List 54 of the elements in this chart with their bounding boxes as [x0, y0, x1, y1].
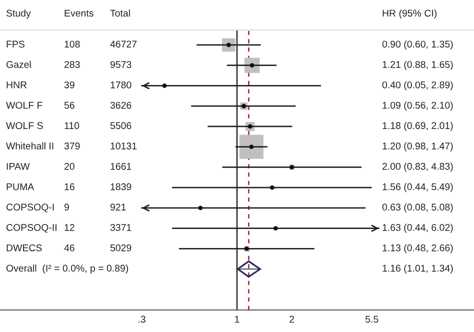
annotation: 1661	[110, 162, 132, 170]
annotation: 108	[64, 40, 80, 48]
annotation: 46727	[110, 40, 137, 48]
annotation: 9573	[110, 61, 132, 68]
annotation: 3371	[110, 224, 132, 231]
x-tick-label: .3	[138, 316, 146, 323]
annotation: 56	[64, 102, 74, 109]
text: Study	[6, 9, 31, 19]
annotation: 1780	[110, 81, 132, 88]
annotation: 1.16 (1.01, 1.34)	[382, 264, 453, 274]
y-tick-label: IPAW	[6, 163, 30, 170]
annotation: 379	[64, 142, 80, 150]
x-tick-label: 5.5	[366, 316, 378, 323]
annotation: 1.21 (0.88, 1.65)	[382, 60, 453, 70]
y-tick-label: Whitehall II	[6, 142, 54, 150]
y-tick-label: COPSOQ-I	[6, 204, 54, 212]
y-tick-label: Gazel	[6, 60, 31, 68]
annotation: 5506	[110, 122, 132, 130]
text: HR (95% CI)	[382, 9, 436, 19]
annotation: 3626	[110, 102, 132, 109]
y-tick-label: FPS	[6, 40, 24, 48]
x-tick-label: 2	[290, 316, 294, 323]
y-tick-label: COPSOQ-II	[6, 224, 56, 233]
annotation: 0.63 (0.08, 5.08)	[382, 203, 453, 212]
annotation: 1.13 (0.48, 2.66)	[382, 244, 453, 254]
annotation: 12	[64, 224, 74, 231]
annotation: 39	[64, 81, 74, 88]
x-tick-label: 1	[235, 316, 240, 323]
y-tick-label: Overall (I² = 0.0%, p = 0.89)	[6, 264, 128, 274]
annotation: 110	[64, 122, 80, 130]
annotation: 2.00 (0.83, 4.83)	[382, 162, 453, 172]
y-tick-label: PUMA	[6, 183, 34, 190]
annotation: 46	[64, 244, 74, 252]
annotation: 10131	[110, 142, 137, 150]
text: Events	[64, 10, 94, 17]
annotation: 0.40 (0.05, 2.89)	[382, 81, 453, 90]
annotation: 0.90 (0.60, 1.35)	[382, 40, 453, 50]
annotation: 20	[64, 162, 74, 170]
y-tick-label: DWECS	[6, 244, 42, 252]
annotation: 1.18 (0.69, 2.01)	[382, 122, 453, 131]
annotation: 1.20 (0.98, 1.47)	[382, 142, 453, 152]
annotation: 1839	[110, 183, 132, 190]
annotation: 1.56 (0.44, 5.49)	[382, 183, 453, 192]
annotation: 921	[110, 204, 126, 211]
annotation: 1.09 (0.56, 2.10)	[382, 102, 453, 111]
y-tick-label: WOLF F	[6, 102, 42, 109]
annotation: 1.63 (0.44, 6.02)	[382, 224, 453, 233]
annotation: 16	[64, 183, 74, 190]
annotation: 283	[64, 61, 80, 68]
y-tick-label: HNR	[6, 82, 27, 88]
text: Total	[110, 9, 130, 17]
y-tick-label: WOLF S	[6, 122, 43, 130]
annotation: 9	[64, 204, 69, 211]
annotation: 5029	[110, 244, 132, 252]
